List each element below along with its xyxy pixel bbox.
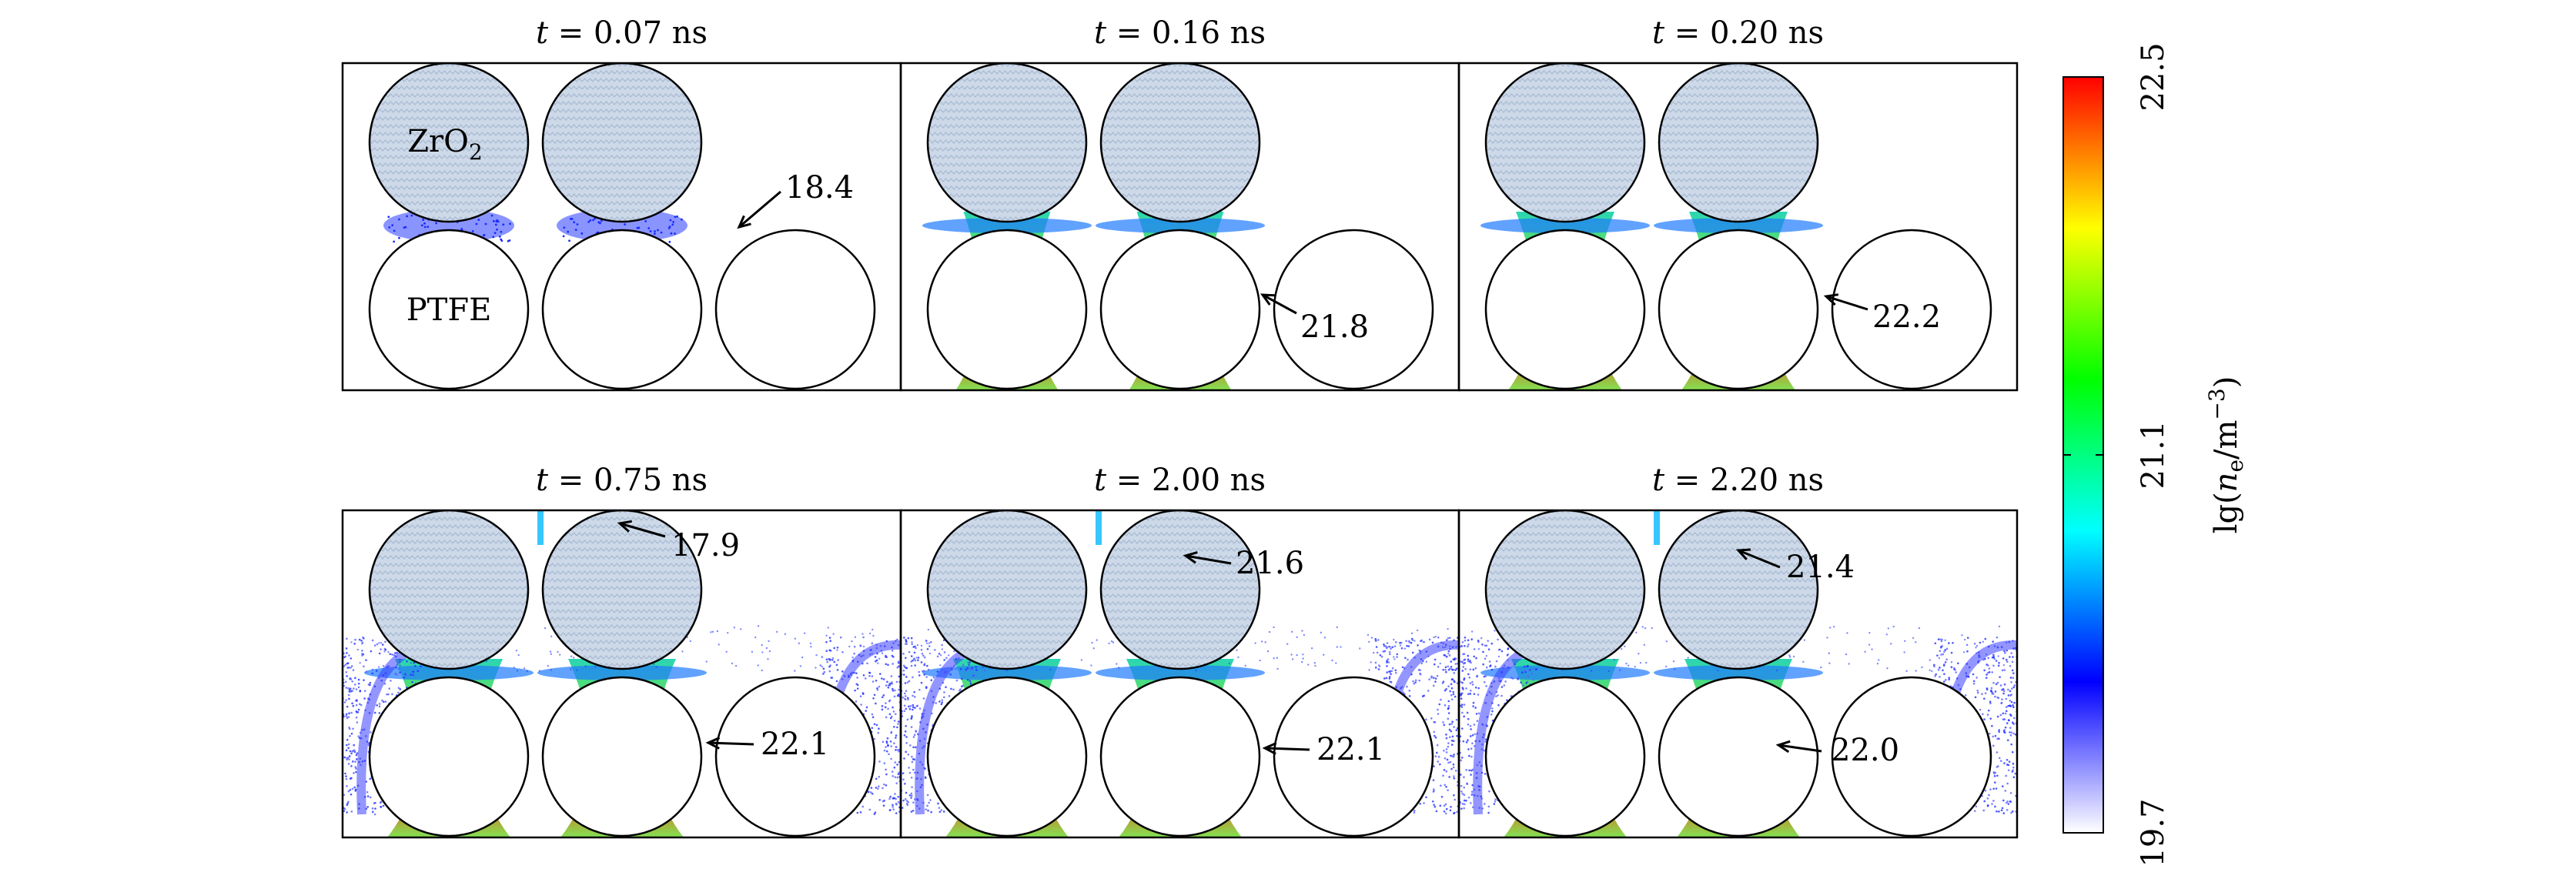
zro2-particle [1484,63,1646,223]
annotation-arrow [1264,747,1310,751]
ptfe-particle [368,676,530,837]
panel-time-label: t = 0.75 ns [536,463,708,498]
ptfe-particle [1484,229,1646,390]
panel-time-label: t = 2.20 ns [1652,463,1824,498]
ptfe-particle [368,229,530,390]
ptfe-particle [1484,676,1646,837]
zro2-particle [1484,510,1646,670]
ptfe-particle [541,676,703,837]
panel-5: t = 2.00 ns 21.6 22.1 [899,463,1460,839]
panel-time-label: t = 0.20 ns [1652,15,1824,51]
ptfe-label: PTFE [406,292,492,328]
density-annotation: 22.2 [1872,299,1941,335]
zro2-particle [1099,510,1261,670]
zro2-label: ZrO2 [407,124,483,165]
density-annotation: 17.9 [671,528,740,563]
annotation-arrow [1778,744,1822,753]
zro2-particle [926,63,1088,223]
density-annotation: 21.4 [1786,550,1855,585]
panel-time-label: t = 2.00 ns [1094,463,1266,498]
annotation-arrow [708,741,754,746]
density-annotation: 22.1 [1316,732,1385,767]
zro2-particle [368,510,530,670]
annotation-arrow [619,522,666,538]
ptfe-particle [1831,229,1992,390]
colorbar-label: lg(ne/m−3) [2204,376,2248,534]
ptfe-particle [714,229,876,390]
density-annotation: 21.6 [1236,546,1304,581]
ptfe-particle [1099,229,1261,390]
annotation-arrow [1825,295,1868,311]
panel-6: t = 2.20 ns 21.4 22.0 [1457,463,2019,839]
colorbar-tick-mid: 21.1 [2136,420,2171,489]
colorbar-tick-min: 19.7 [2136,798,2171,867]
colorbar: 22.5 21.1 19.7 lg(ne/m−3) [2062,42,2248,867]
panel-2: t = 0.16 ns 21.8 [899,15,1460,392]
panel-frame [1457,509,2019,839]
zro2-particle [368,63,530,223]
ptfe-particle [541,229,703,390]
ptfe-particle [1099,676,1261,837]
ptfe-particle [926,676,1088,837]
zro2-particle [1658,510,1819,670]
annotation-arrow [738,190,781,229]
panel-3: t = 0.20 ns 22.2 [1457,15,2019,392]
panel-4: t = 0.75 ns 17.9 22.1 [341,463,902,839]
annotation-arrow [1738,549,1781,569]
density-annotation: 22.0 [1831,733,1899,768]
ptfe-particle [926,229,1088,390]
ptfe-particle [1273,676,1434,837]
zro2-particle [1658,63,1819,223]
density-annotation: 18.4 [785,170,854,206]
zro2-particle [541,510,703,670]
annotation-arrow [1262,293,1297,315]
annotation-arrow [1185,554,1232,565]
density-annotation: 22.1 [761,727,829,762]
panel-time-label: t = 0.16 ns [1094,15,1266,51]
ptfe-particle [1273,229,1434,390]
panel-time-label: t = 0.07 ns [536,15,708,51]
zro2-particle [1099,63,1261,223]
ptfe-particle [1658,676,1819,837]
ptfe-particle [1831,676,1992,837]
zro2-particle [541,63,703,223]
zro2-particle [926,510,1088,670]
panel-1: t = 0.07 ns ZrO2 PTFE 18.4 [341,15,902,392]
ptfe-particle [1658,229,1819,390]
panel-frame [1457,62,2019,392]
ptfe-particle [714,676,876,837]
density-annotation: 21.8 [1300,309,1369,345]
colorbar-tick-max: 22.5 [2136,42,2171,111]
